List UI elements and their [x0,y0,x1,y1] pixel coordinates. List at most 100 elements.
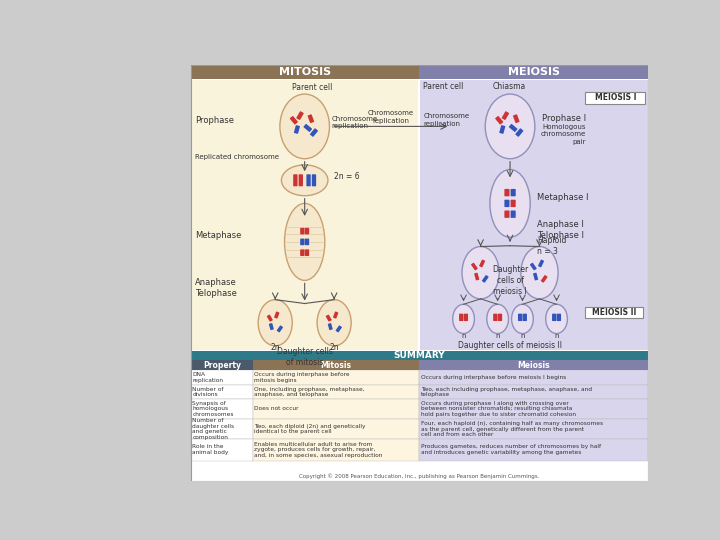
Bar [419,370,648,385]
Bar [191,385,253,399]
Text: Produces gametes, reduces number of chromosomes by half
and introduces genetic v: Produces gametes, reduces number of chro… [421,444,601,455]
Bar [253,361,419,370]
FancyBboxPatch shape [498,314,502,321]
Ellipse shape [280,94,330,159]
Text: Daughter
cells of
meiosis I: Daughter cells of meiosis I [492,265,528,296]
Ellipse shape [284,204,325,280]
FancyBboxPatch shape [274,312,279,319]
FancyBboxPatch shape [533,273,538,280]
FancyBboxPatch shape [307,174,311,186]
Text: One, including prophase, metaphase,
anaphase, and telophase: One, including prophase, metaphase, anap… [254,387,365,397]
FancyBboxPatch shape [510,189,516,197]
Bar [253,385,419,399]
FancyBboxPatch shape [297,111,304,120]
Text: Prophase I: Prophase I [542,114,586,123]
Ellipse shape [487,304,508,334]
Text: Chromosome
replication: Chromosome replication [368,110,414,124]
Text: Prophase: Prophase [194,116,233,125]
Text: MEIOSIS I: MEIOSIS I [595,93,636,103]
Text: Copyright © 2008 Pearson Education, Inc., publishing as Pearson Benjamin Cumming: Copyright © 2008 Pearson Education, Inc.… [300,473,539,479]
FancyBboxPatch shape [300,239,305,245]
FancyBboxPatch shape [495,116,503,125]
Bar [419,399,648,419]
Text: Occurs during interphase before meiosis I begins: Occurs during interphase before meiosis … [421,375,566,380]
Bar [191,80,419,350]
Bar [191,399,253,419]
FancyBboxPatch shape [513,114,520,123]
FancyBboxPatch shape [530,262,536,271]
FancyBboxPatch shape [300,228,305,234]
Text: MITOSIS: MITOSIS [279,67,331,77]
FancyBboxPatch shape [269,323,274,330]
Ellipse shape [258,300,292,346]
FancyBboxPatch shape [499,125,505,134]
FancyBboxPatch shape [585,92,645,104]
Text: Two, each including prophase, metaphase, anaphase, and
telophase: Two, each including prophase, metaphase,… [421,387,592,397]
FancyBboxPatch shape [585,307,642,318]
Text: 2n: 2n [271,343,280,352]
FancyBboxPatch shape [505,211,510,218]
Bar [419,419,648,439]
Bar [419,80,648,350]
FancyBboxPatch shape [510,211,516,218]
FancyBboxPatch shape [325,315,332,322]
Ellipse shape [282,165,328,195]
Ellipse shape [485,94,535,159]
Text: Metaphase I: Metaphase I [537,193,589,202]
Bar [191,370,253,385]
Bar [191,439,253,461]
Bar [419,361,648,370]
Text: DNA
replication: DNA replication [192,372,223,383]
Text: MEIOSIS: MEIOSIS [508,67,559,77]
FancyBboxPatch shape [509,124,518,132]
FancyBboxPatch shape [482,275,489,283]
FancyBboxPatch shape [305,228,309,234]
FancyBboxPatch shape [505,200,510,207]
FancyBboxPatch shape [312,174,316,186]
Text: Parent cell: Parent cell [423,82,464,91]
FancyBboxPatch shape [541,275,547,283]
FancyBboxPatch shape [267,315,273,322]
FancyBboxPatch shape [328,323,333,330]
Bar [191,361,253,370]
Text: Parent cell: Parent cell [292,83,333,92]
FancyBboxPatch shape [459,314,464,321]
FancyBboxPatch shape [276,326,283,333]
Text: Two, each diploid (2n) and genetically
identical to the parent cell: Two, each diploid (2n) and genetically i… [254,423,366,434]
Bar [191,351,648,361]
Ellipse shape [462,247,499,299]
Text: Homologous
chromosome
pair: Homologous chromosome pair [541,124,586,145]
FancyBboxPatch shape [293,174,297,186]
FancyBboxPatch shape [502,111,509,120]
Text: 2n: 2n [329,343,339,352]
Text: Synapsis of
homologous
chromosomes: Synapsis of homologous chromosomes [192,401,234,417]
FancyBboxPatch shape [510,200,516,207]
Text: Occurs during prophase I along with crossing over
between nonsister chromatids; : Occurs during prophase I along with cros… [421,401,576,417]
Text: SUMMARY: SUMMARY [394,352,445,360]
Text: Four, each haploid (n), containing half as many chromosomes
as the parent cell, : Four, each haploid (n), containing half … [421,421,603,437]
Text: Chromosome
replication: Chromosome replication [423,113,469,127]
Ellipse shape [546,304,567,334]
Text: Enables multicellular adult to arise from
zygote, produces cells for growth, rep: Enables multicellular adult to arise fro… [254,442,382,458]
Text: Chiasma: Chiasma [493,82,526,91]
Text: Role in the
animal body: Role in the animal body [192,444,229,455]
FancyBboxPatch shape [523,314,527,321]
FancyBboxPatch shape [289,116,298,125]
Bar [191,419,253,439]
FancyBboxPatch shape [505,189,510,197]
Text: Chromosome
replication: Chromosome replication [332,116,378,129]
FancyBboxPatch shape [310,129,318,137]
Ellipse shape [317,300,351,346]
Text: Occurs during interphase before
mitosis begins: Occurs during interphase before mitosis … [254,372,350,383]
FancyBboxPatch shape [493,314,498,321]
Text: MEIOSIS II: MEIOSIS II [592,308,636,317]
Text: n: n [554,333,559,339]
Text: Does not occur: Does not occur [254,407,299,411]
Bar [253,439,419,461]
Bar [419,65,648,79]
FancyBboxPatch shape [299,174,303,186]
FancyBboxPatch shape [518,314,522,321]
FancyBboxPatch shape [307,114,314,123]
Text: Mitosis: Mitosis [320,361,351,369]
Text: Metaphase: Metaphase [194,231,241,240]
